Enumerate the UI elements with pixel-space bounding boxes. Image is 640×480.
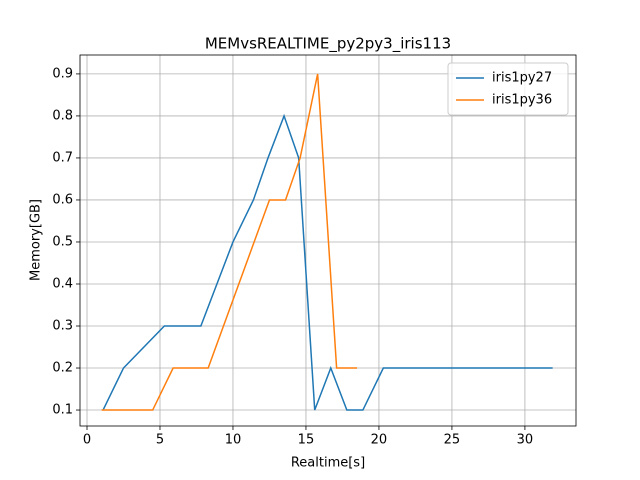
x-tick-label: 20	[371, 433, 388, 448]
y-tick-label: 0.1	[52, 403, 73, 418]
x-axis-label: Realtime[s]	[291, 456, 365, 471]
series-line	[102, 113, 553, 411]
x-tick-label: 25	[444, 433, 461, 448]
legend-label: iris1py27	[492, 71, 552, 86]
y-tick-label: 0.3	[52, 319, 73, 334]
legend-label: iris1py36	[492, 93, 552, 108]
series-line	[101, 73, 358, 411]
y-tick-label: 0.2	[52, 361, 73, 376]
y-tick-label: 0.9	[52, 66, 73, 81]
y-axis-label: Memory[GB]	[29, 199, 44, 281]
plot-frame	[79, 54, 577, 427]
legend-box	[447, 62, 569, 116]
chart-title: MEMvsREALTIME_py2py3_iris113	[205, 35, 451, 54]
x-tick-label: 0	[83, 433, 91, 448]
y-tick-label: 0.8	[52, 108, 73, 123]
x-tick-label: 10	[225, 433, 242, 448]
x-tick-label: 30	[517, 433, 534, 448]
x-tick-label: 15	[298, 433, 315, 448]
y-tick-label: 0.7	[52, 150, 73, 165]
y-tick-label: 0.5	[52, 234, 73, 249]
y-tick-label: 0.6	[52, 192, 73, 207]
x-tick-label: 5	[156, 433, 164, 448]
y-tick-label: 0.4	[52, 276, 73, 291]
